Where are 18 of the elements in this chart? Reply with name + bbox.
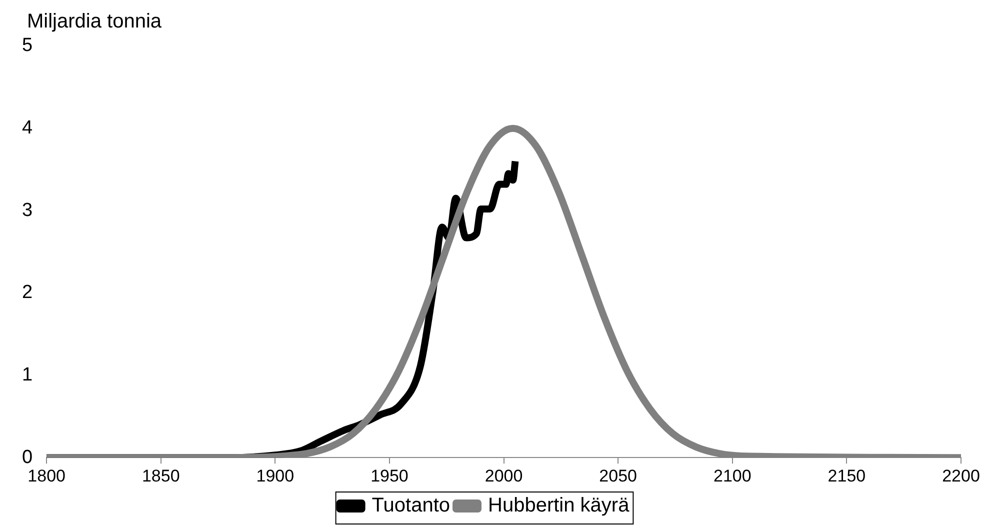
x-tick-label: 1850 xyxy=(142,466,180,486)
y-tick-label: 2 xyxy=(22,282,33,304)
x-tick-label: 2000 xyxy=(484,466,523,486)
x-tick-label: 1950 xyxy=(370,466,408,486)
y-tick-label: 1 xyxy=(22,364,33,386)
x-tick-label: 2150 xyxy=(828,466,866,486)
legend-label: Tuotanto xyxy=(372,494,450,517)
y-tick-label: 4 xyxy=(22,118,33,139)
x-tick-label: 2200 xyxy=(942,466,980,486)
x-tick-label: 2050 xyxy=(599,466,637,486)
y-tick-label: 0 xyxy=(22,446,33,468)
x-tick-label: 2100 xyxy=(713,466,752,486)
x-tick-label: 1900 xyxy=(256,466,294,486)
y-tick-label: 3 xyxy=(22,200,33,221)
y-tick-label: 5 xyxy=(22,35,33,56)
x-tick-label: 1800 xyxy=(28,466,66,486)
y-axis-title: Miljardia tonnia xyxy=(27,10,162,33)
legend-label: Hubbertin käyrä xyxy=(488,494,630,517)
